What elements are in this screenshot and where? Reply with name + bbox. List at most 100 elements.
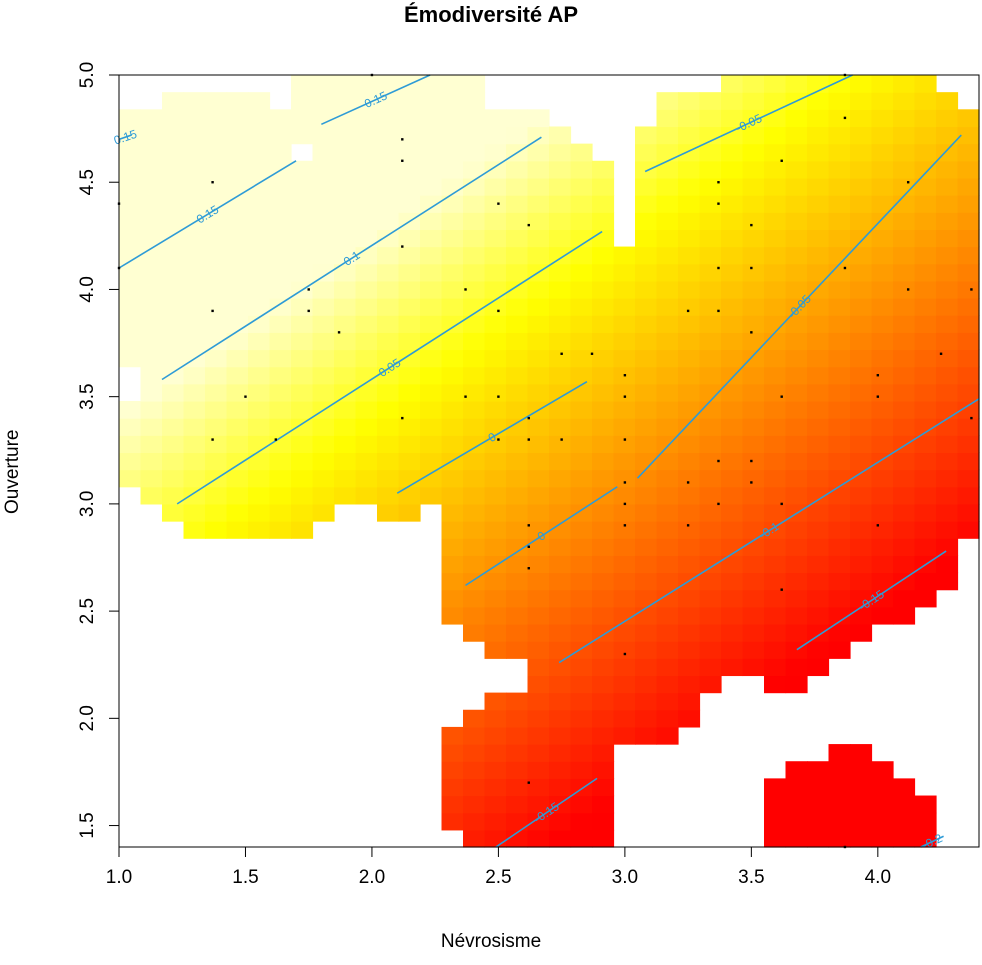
- heatmap-cell: [291, 298, 314, 316]
- heatmap-cell: [527, 829, 550, 848]
- heatmap-cell: [463, 589, 486, 608]
- heatmap-cell: [764, 229, 787, 248]
- heatmap-cell: [871, 92, 894, 110]
- heatmap-cell: [312, 383, 335, 402]
- heatmap-cell: [764, 521, 787, 539]
- heatmap-cell: [742, 298, 765, 316]
- heatmap-cell: [850, 160, 873, 179]
- heatmap-cell: [635, 692, 658, 711]
- heatmap-cell: [291, 92, 314, 110]
- heatmap-cell: [613, 675, 636, 694]
- heatmap-cell: [226, 229, 249, 248]
- heatmap-cell: [269, 332, 292, 351]
- heatmap-cell: [570, 623, 593, 642]
- heatmap-cell: [592, 366, 615, 385]
- heatmap-cell: [914, 383, 937, 402]
- heatmap-cell: [484, 349, 507, 368]
- heatmap-cell: [463, 366, 486, 385]
- heatmap-cell: [570, 246, 593, 265]
- heatmap-cell: [248, 177, 271, 196]
- heatmap-cell: [871, 469, 894, 488]
- heatmap-cell: [527, 726, 550, 745]
- heatmap-cell: [721, 177, 744, 196]
- contour-line: [118, 134, 132, 141]
- heatmap-cell: [871, 761, 894, 779]
- heatmap-cell: [334, 298, 357, 316]
- heatmap-cell: [269, 521, 292, 539]
- heatmap-cell: [785, 761, 808, 779]
- heatmap-cell: [334, 349, 357, 368]
- data-point: [717, 181, 720, 184]
- heatmap-cell: [807, 795, 830, 814]
- heatmap-cell: [914, 521, 937, 539]
- heatmap-cell: [140, 332, 163, 351]
- heatmap-cell: [377, 469, 400, 488]
- heatmap-cell: [893, 829, 916, 848]
- heatmap-cell: [635, 143, 658, 162]
- heatmap-cell: [699, 177, 722, 196]
- heatmap-cell: [291, 349, 314, 368]
- heatmap-cell: [291, 366, 314, 385]
- heatmap-cell: [484, 280, 507, 299]
- heatmap-cell: [807, 658, 830, 677]
- heatmap-cell: [893, 92, 916, 110]
- heatmap-cell: [463, 349, 486, 368]
- heatmap-cell: [377, 298, 400, 316]
- heatmap-cell: [893, 246, 916, 265]
- heatmap-cell: [248, 195, 271, 213]
- heatmap-cell: [377, 160, 400, 179]
- heatmap-cell: [527, 280, 550, 299]
- heatmap-cell: [936, 452, 959, 471]
- heatmap-cell: [828, 589, 851, 608]
- heatmap-cell: [549, 503, 572, 522]
- heatmap-cell: [484, 623, 507, 642]
- heatmap-cell: [656, 709, 679, 728]
- heatmap-cell: [248, 332, 271, 351]
- heatmap-cell: [226, 503, 249, 522]
- heatmap-cell: [248, 160, 271, 179]
- heatmap-cell: [828, 400, 851, 419]
- heatmap-cell: [592, 400, 615, 419]
- heatmap-cell: [764, 572, 787, 591]
- heatmap-cell: [463, 606, 486, 625]
- heatmap-cell: [764, 349, 787, 368]
- heatmap-cell: [248, 246, 271, 265]
- data-point: [623, 438, 627, 441]
- heatmap-cell: [957, 298, 980, 316]
- heatmap-cell: [914, 229, 937, 248]
- heatmap-cell: [871, 315, 894, 333]
- heatmap-cell: [957, 246, 980, 265]
- heatmap-cell: [635, 229, 658, 248]
- heatmap-cell: [398, 160, 421, 179]
- heatmap-cell: [828, 195, 851, 213]
- heatmap-cell: [377, 212, 400, 230]
- heatmap-cell: [506, 744, 529, 762]
- heatmap-cell: [463, 109, 486, 128]
- heatmap-cell: [914, 452, 937, 471]
- heatmap-cell: [205, 212, 228, 230]
- heatmap-cell: [441, 538, 464, 556]
- heatmap-cell: [291, 435, 314, 454]
- heatmap-cell: [957, 486, 980, 505]
- heatmap-cell: [312, 503, 335, 522]
- heatmap-cell: [441, 744, 464, 762]
- heatmap-cell: [850, 177, 873, 196]
- heatmap-cell: [570, 829, 593, 848]
- heatmap-cell: [312, 349, 335, 368]
- heatmap-cell: [119, 177, 142, 196]
- y-tick-label: 2.0: [77, 705, 98, 731]
- heatmap-cell: [183, 383, 206, 402]
- heatmap-cell: [635, 160, 658, 179]
- heatmap-cell: [936, 503, 959, 522]
- heatmap-cell: [549, 366, 572, 385]
- heatmap-cell: [441, 332, 464, 351]
- heatmap-cell: [656, 623, 679, 642]
- heatmap-cell: [527, 589, 550, 608]
- heatmap-cell: [764, 160, 787, 179]
- heatmap-cell: [312, 212, 335, 230]
- heatmap-cell: [893, 126, 916, 145]
- heatmap-cell: [291, 160, 314, 179]
- heatmap-cell: [334, 400, 357, 419]
- heatmap-cell: [549, 160, 572, 179]
- heatmap-cell: [355, 160, 378, 179]
